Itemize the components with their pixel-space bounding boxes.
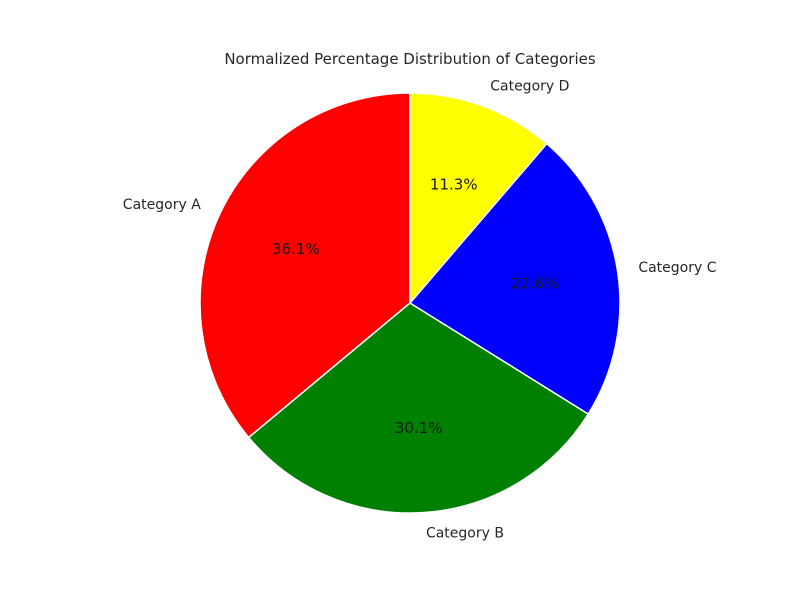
slice-category-c [409,142,621,415]
label-category-a: Category A [123,197,201,213]
percent-label-category-d: 11.3% [430,175,478,193]
pie-slices [199,92,621,514]
slice-category-b [247,302,589,514]
slice-category-d [409,92,548,304]
pie-labels: Category A 36.1% Category B 30.1% Category C… [123,78,717,541]
slice-category-a [199,92,411,439]
percent-label-category-a: 36.1% [272,240,320,258]
label-category-d: Category D [490,78,569,94]
label-category-b: Category B [426,525,504,541]
chart-title: Normalized Percentage Distribution of Ca… [224,50,596,68]
label-category-c: Category C [638,260,716,276]
percent-label-category-c: 22.6% [511,274,559,292]
percent-label-category-b: 30.1% [395,419,443,437]
